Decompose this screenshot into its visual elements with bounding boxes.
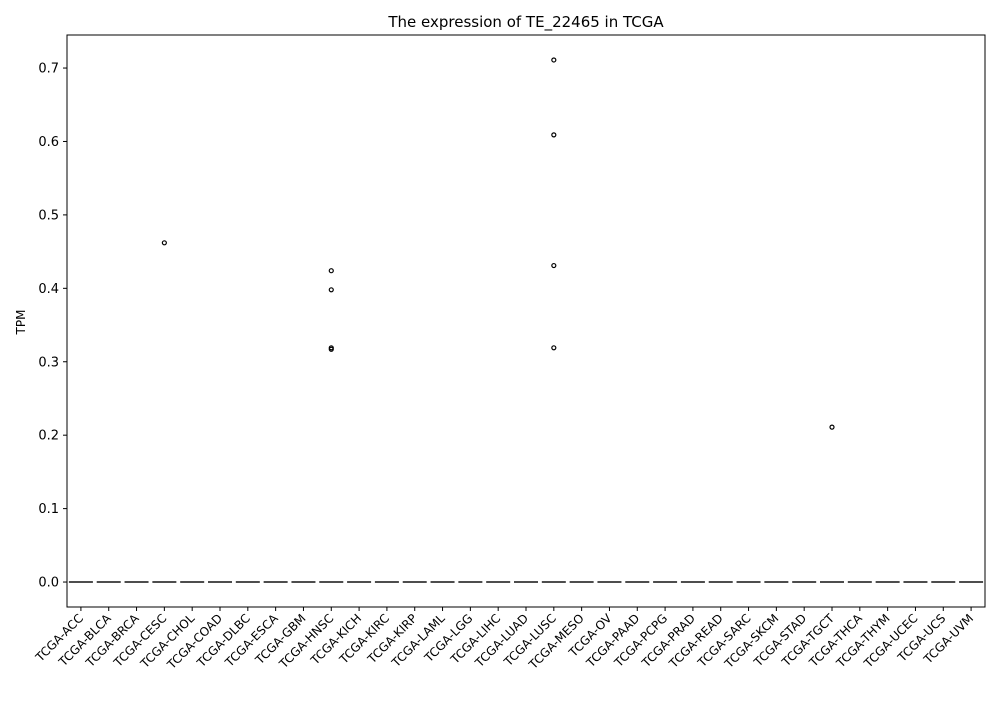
outlier-point [829, 424, 835, 430]
outlier-point [328, 268, 334, 274]
y-tick-label: 0.3 [38, 355, 59, 370]
chart-title: The expression of TE_22465 in TCGA [387, 13, 664, 32]
y-tick-label: 0.1 [38, 502, 59, 517]
outlier-point [551, 262, 557, 269]
outlier-point [551, 345, 557, 351]
outlier-point [551, 132, 557, 138]
y-tick-label: 0.5 [38, 208, 59, 223]
outlier-point [328, 287, 334, 293]
outlier-point [551, 57, 557, 63]
y-tick-label: 0.6 [38, 135, 59, 150]
plot-frame [66, 34, 986, 608]
plot-area: 0.00.10.20.30.40.50.60.7TCGA-ACCTCGA-BLC… [32, 57, 984, 672]
outlier-point [328, 346, 334, 352]
y-tick-label: 0.0 [38, 576, 59, 591]
y-tick-label: 0.2 [38, 429, 59, 444]
y-tick-label: 0.4 [38, 282, 59, 297]
outlier-point [161, 240, 167, 246]
y-tick-label: 0.7 [38, 62, 59, 77]
y-axis-label: TPM [14, 310, 28, 336]
